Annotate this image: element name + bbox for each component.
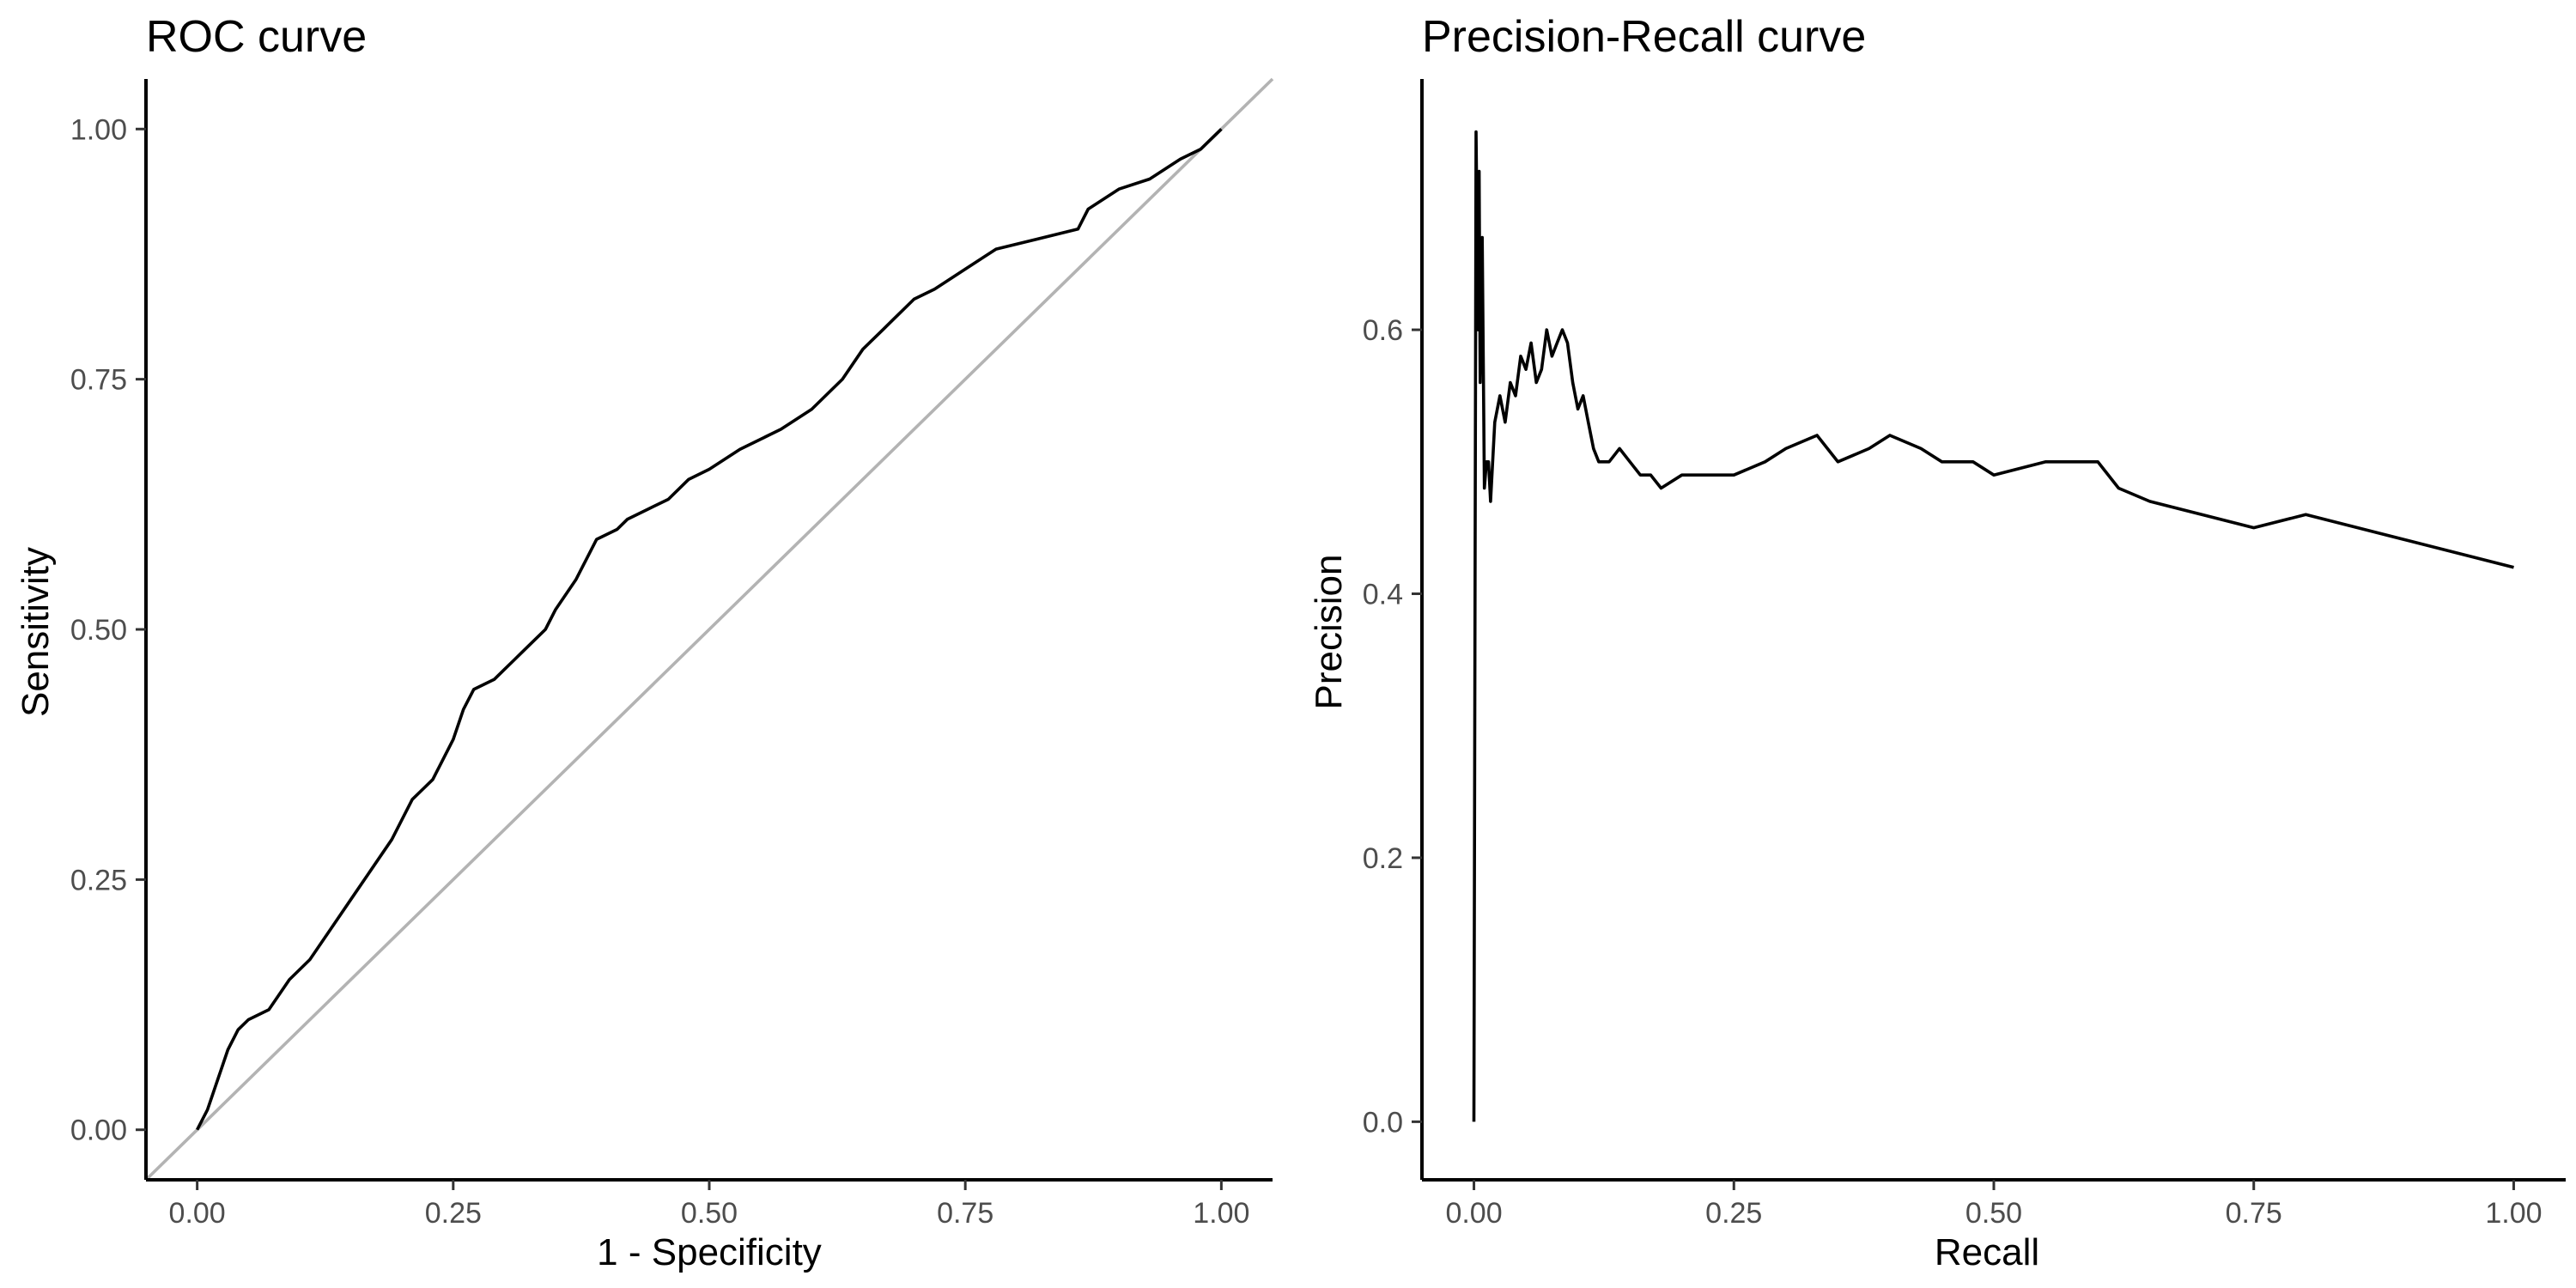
roc-panel: ROC curve 1 - Specificity Sensitivity 0.… (15, 12, 1274, 1273)
pr-y-axis-title: Precision (1308, 555, 1350, 710)
pr-y-tick-label: 0.4 (1363, 578, 1403, 611)
pr-x-tick-label: 1.00 (2485, 1197, 2542, 1230)
roc-x-tick-label: 1.00 (1193, 1197, 1249, 1230)
pr-x-tick-label: 0.75 (2226, 1197, 2282, 1230)
roc-y-tick-label: 0.50 (70, 614, 127, 647)
roc-title: ROC curve (146, 12, 367, 62)
roc-x-tick-label: 0.25 (425, 1197, 482, 1230)
pr-y-tick-label: 0.0 (1363, 1106, 1403, 1139)
pr-title: Precision-Recall curve (1422, 12, 1866, 62)
pr-x-axis-title: Recall (1935, 1231, 2039, 1273)
roc-x-tick-label: 0.00 (169, 1197, 226, 1230)
roc-plot-area: 0.00 0.25 0.50 0.75 1.00 0.00 0.25 0.50 0.75 1.00 (70, 77, 1274, 1230)
roc-x-tick-label: 0.75 (937, 1197, 993, 1230)
roc-series-line (196, 128, 1223, 1131)
pr-y-tick-label: 0.6 (1363, 314, 1403, 347)
roc-x-axis-title: 1 - Specificity (597, 1231, 822, 1273)
pr-x-tick-label: 0.50 (1965, 1197, 2022, 1230)
pr-x-tick-label: 0.25 (1705, 1197, 1762, 1230)
pr-x-tick-label: 0.00 (1445, 1197, 1502, 1230)
roc-y-tick-label: 0.25 (70, 864, 127, 896)
roc-reference-line (144, 77, 1274, 1182)
roc-y-tick-label: 0.00 (70, 1115, 127, 1147)
pr-plot-area: 0.00 0.25 0.50 0.75 1.00 0.0 0.2 0.4 0.6 (1363, 79, 2566, 1230)
roc-y-tick-label: 1.00 (70, 113, 127, 146)
roc-y-axis-title: Sensitivity (15, 547, 57, 717)
pr-series-line (1472, 130, 2514, 1122)
pr-panel: Precision-Recall curve Recall Precision … (1308, 12, 2566, 1273)
roc-x-tick-label: 0.50 (681, 1197, 738, 1230)
pr-y-tick-label: 0.2 (1363, 842, 1403, 875)
roc-y-tick-label: 0.75 (70, 364, 127, 397)
